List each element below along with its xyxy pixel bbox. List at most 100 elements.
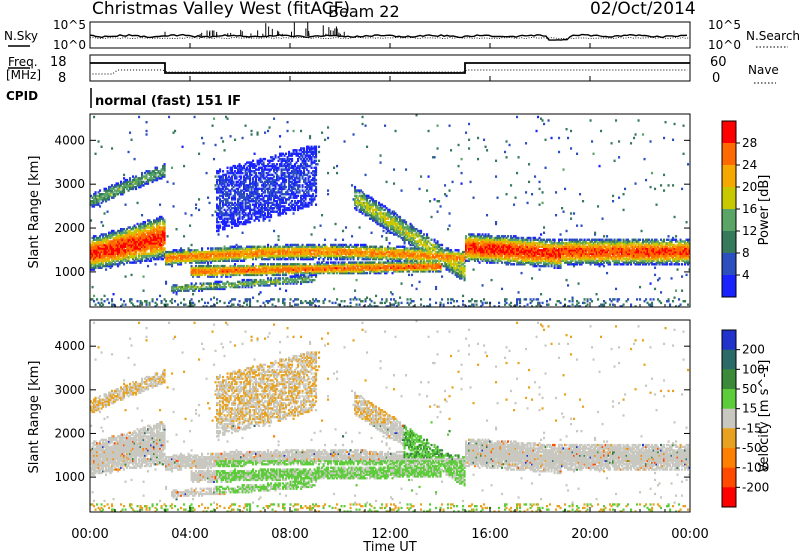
power-cell	[238, 184, 241, 187]
power-cell	[192, 259, 195, 262]
power-cell	[306, 205, 309, 208]
power-cell	[244, 266, 247, 269]
power-cell	[220, 212, 223, 215]
beam-label: Beam 22	[328, 2, 400, 21]
power-cell	[162, 254, 165, 257]
power-cell	[276, 166, 279, 169]
power-cell	[349, 264, 352, 268]
power-cell	[246, 185, 249, 189]
power-cell	[316, 271, 319, 275]
power-cell	[243, 198, 246, 201]
power-cell	[117, 249, 120, 252]
power-cell	[145, 175, 148, 178]
power-cell	[175, 287, 178, 291]
power-cell	[126, 242, 129, 245]
power-cell	[109, 252, 112, 255]
power-cell	[93, 252, 96, 255]
power-cell	[262, 249, 265, 252]
power-cell	[115, 247, 118, 250]
power-cell	[295, 270, 298, 273]
power-cell	[138, 185, 141, 189]
power-cell	[130, 254, 133, 257]
power-cell	[270, 268, 273, 271]
power-cell	[282, 187, 285, 191]
power-cell	[315, 149, 318, 152]
power-cell	[118, 240, 121, 243]
power-cell	[147, 242, 150, 245]
power-cell	[238, 257, 241, 261]
power-cell	[99, 256, 102, 259]
power-cell	[298, 270, 301, 273]
power-cell	[94, 201, 97, 205]
power-cell	[130, 249, 133, 252]
power-cell	[90, 249, 93, 252]
power-cell	[268, 254, 271, 257]
power-cell	[217, 171, 220, 175]
power-cell	[219, 252, 222, 255]
power-cell	[162, 229, 165, 233]
power-cell	[171, 287, 174, 291]
power-cell	[354, 243, 357, 247]
power-cell	[180, 256, 183, 259]
power-cell	[184, 284, 187, 287]
power-cell	[136, 238, 139, 241]
power-cell	[106, 235, 109, 238]
power-cell	[348, 261, 351, 264]
power-cell	[150, 233, 153, 236]
power-cell	[289, 175, 292, 178]
power-cell	[313, 161, 316, 164]
power-cell	[358, 208, 361, 212]
power-cell	[277, 250, 280, 254]
power-cell	[355, 250, 358, 254]
power-cell	[310, 301, 313, 305]
power-cell	[124, 257, 127, 261]
power-cell	[262, 263, 265, 266]
power-cell	[261, 180, 264, 184]
power-cell	[189, 224, 192, 227]
power-cell	[139, 177, 142, 180]
power-cell	[303, 178, 306, 182]
power-cell	[105, 242, 108, 245]
power-cell	[316, 250, 319, 254]
power-cell	[108, 187, 111, 191]
power-cell	[156, 229, 159, 233]
power-cell	[337, 249, 340, 252]
power-cell	[100, 249, 103, 252]
power-cell	[256, 201, 259, 205]
power-cell	[291, 278, 294, 282]
power-cell	[246, 280, 249, 284]
power-cell	[159, 231, 162, 234]
power-cell	[159, 236, 162, 240]
power-cell	[195, 271, 198, 275]
power-cell	[153, 175, 156, 178]
power-cell	[280, 193, 283, 196]
power-cell	[294, 278, 297, 282]
power-cell	[216, 266, 219, 269]
power-cell	[109, 243, 112, 247]
power-cell	[199, 264, 202, 268]
power-cell	[345, 245, 348, 248]
power-cell	[343, 249, 346, 252]
power-cell	[288, 264, 291, 268]
power-cell	[361, 254, 364, 257]
power-cell	[223, 221, 226, 224]
power-cell	[217, 280, 220, 284]
power-cell	[231, 270, 234, 273]
power-cell	[243, 177, 246, 180]
power-cell	[226, 250, 229, 254]
power-cell	[162, 242, 165, 245]
power-cell	[280, 154, 283, 157]
power-cell	[231, 273, 234, 277]
power-cell	[142, 175, 145, 178]
power-cell	[244, 203, 247, 206]
power-cell	[205, 287, 208, 291]
power-cell	[222, 266, 225, 269]
power-cell	[96, 298, 99, 301]
power-cell	[153, 257, 156, 261]
power-cell	[327, 252, 330, 255]
power-cell	[294, 254, 297, 257]
power-cell	[106, 256, 109, 259]
power-cell	[255, 200, 258, 203]
power-cell	[364, 257, 367, 261]
power-cell	[97, 236, 100, 240]
